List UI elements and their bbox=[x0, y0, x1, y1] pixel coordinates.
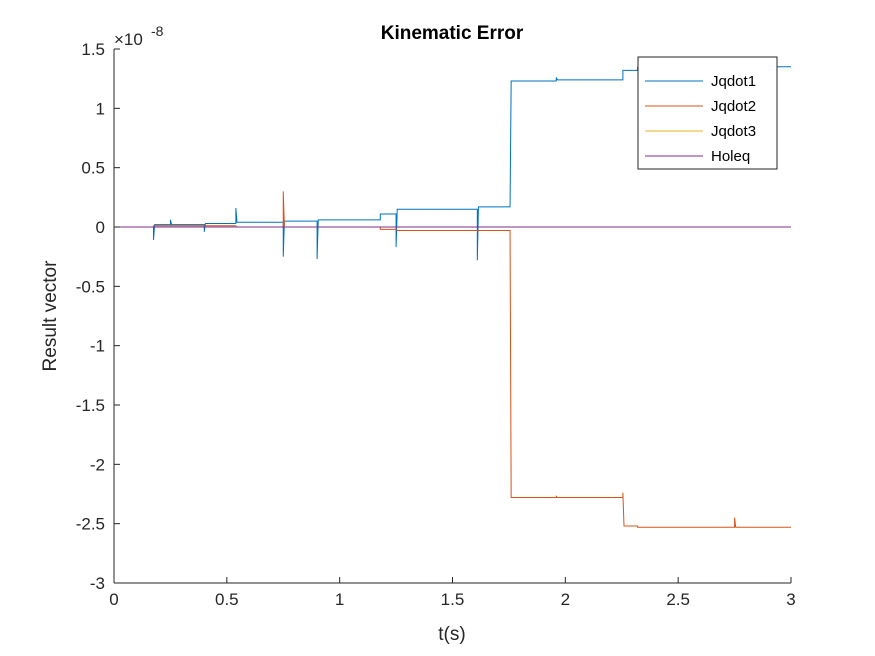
y-tick-label: 1 bbox=[96, 99, 105, 118]
x-tick-label: 1 bbox=[335, 590, 344, 609]
chart-title: Kinematic Error bbox=[381, 23, 524, 44]
y-tick-label: -3 bbox=[90, 574, 105, 593]
legend: Jqdot1 Jqdot2 Jqdot3 Holeq bbox=[637, 56, 778, 170]
y-tick-label: -2 bbox=[90, 455, 105, 474]
legend-label-jqdot3: Jqdot3 bbox=[711, 123, 756, 140]
y-axis-label: Result vector bbox=[40, 260, 61, 372]
series-line-jqdot1 bbox=[114, 66, 791, 261]
y-tick-label: -1.5 bbox=[76, 396, 105, 415]
axis-exponent-power: -8 bbox=[151, 23, 164, 39]
axis-exponent: ×10 -8 bbox=[114, 23, 164, 49]
ticks-layer: 0 0.5 1 1.5 2 2.5 3 -3 -2.5 -2 -1.5 -1 -0.5 0 0.5 1 1.5 bbox=[76, 40, 796, 609]
legend-label-jqdot2: Jqdot2 bbox=[711, 98, 756, 115]
x-tick-label: 3 bbox=[786, 590, 795, 609]
axis-exponent-base: ×10 bbox=[114, 30, 143, 49]
y-tick-label: 0 bbox=[96, 218, 105, 237]
x-tick-label: 2 bbox=[561, 590, 570, 609]
x-axis-label: t(s) bbox=[438, 624, 465, 645]
y-tick-label: -0.5 bbox=[76, 277, 105, 296]
x-tick-label: 0.5 bbox=[215, 590, 239, 609]
x-tick-label: 0 bbox=[109, 590, 118, 609]
x-tick-label: 1.5 bbox=[441, 590, 465, 609]
x-tick-label: 2.5 bbox=[666, 590, 690, 609]
series-layer bbox=[114, 66, 791, 528]
y-tick-label: -1 bbox=[90, 337, 105, 356]
legend-label-jqdot1: Jqdot1 bbox=[711, 73, 756, 90]
y-tick-label: 0.5 bbox=[81, 159, 105, 178]
legend-box bbox=[637, 56, 778, 170]
legend-label-holeq: Holeq bbox=[711, 148, 750, 165]
y-tick-label: 1.5 bbox=[81, 40, 105, 59]
y-tick-label: -2.5 bbox=[76, 515, 105, 534]
